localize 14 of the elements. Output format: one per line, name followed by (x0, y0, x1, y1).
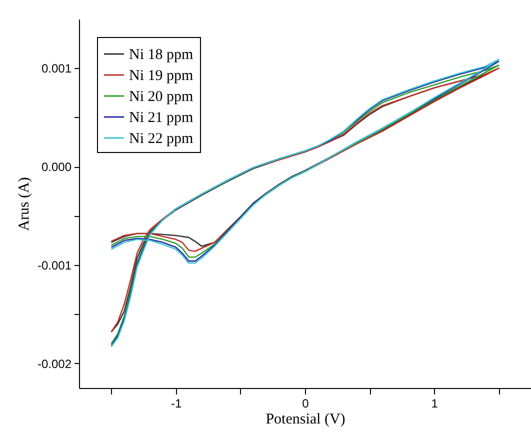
y-tick-label: 0.000 (41, 160, 72, 174)
y-axis-title: Arus (A) (16, 177, 32, 231)
legend-label: Ni 21 ppm (129, 110, 194, 126)
y-tick-label: -0.001 (37, 258, 72, 272)
x-axis-title: Potensial (V) (266, 412, 346, 428)
legend-label: Ni 22 ppm (129, 131, 194, 147)
x-tick-label: 1 (431, 396, 438, 410)
legend-label: Ni 19 ppm (129, 68, 194, 84)
legend-label: Ni 18 ppm (129, 47, 194, 63)
x-tick-label: -1 (171, 396, 182, 410)
y-tick-label: -0.002 (37, 356, 72, 371)
x-tick-label: 0 (302, 396, 310, 410)
legend-label: Ni 20 ppm (129, 89, 194, 105)
y-tick-label: 0.001 (41, 62, 72, 76)
